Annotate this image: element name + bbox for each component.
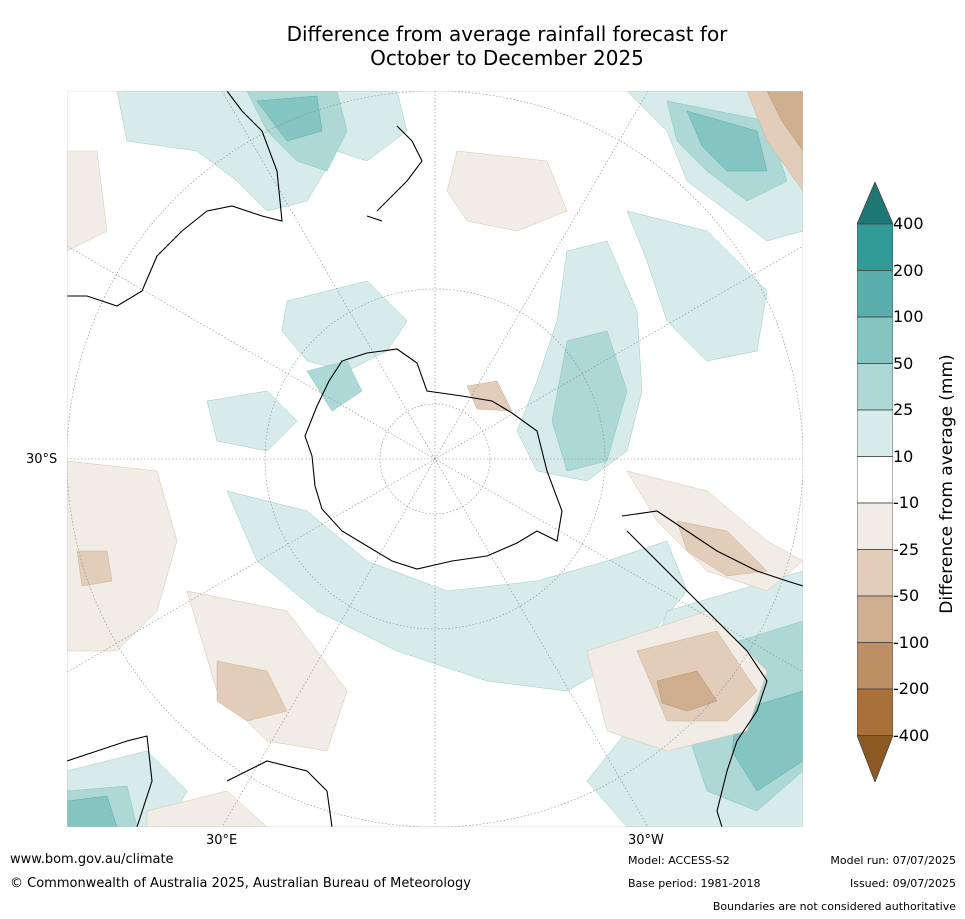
footer-base-period: Base period: 1981-2018 [628,877,761,890]
colorbar-band [857,409,893,457]
colorbar-extension-top [857,182,893,225]
rainfall-map [67,91,803,827]
colorbar-title: Difference from average (mm) [937,354,957,614]
chart-title-line1: Difference from average rainfall forecas… [286,22,728,46]
footer-model-run: Model run: 07/07/2025 [830,854,956,867]
colorbar-tick-label: -200 [893,679,930,698]
dry-anomaly-stronger [76,91,803,722]
coastlines [67,91,803,827]
graticule [67,91,803,827]
colorbar-tick-label: -100 [893,632,930,652]
colorbar-extension-bottom [857,735,893,782]
south-america-coast [621,510,803,827]
colorbar-tick-label: 10 [893,446,914,466]
longitude-label-30e: 30°E [206,833,238,848]
new-zealand-coast [366,125,423,222]
australia-coast [67,91,283,307]
footer-issued: Issued: 09/07/2025 [849,877,956,890]
colorbar-tick-label: 50 [893,353,914,373]
colorbar-tick-label: -10 [893,493,920,512]
footer-model: Model: ACCESS-S2 [628,854,730,867]
colorbar-band [857,502,893,550]
colorbar-tick-label: -50 [893,586,920,605]
colorbar-band [857,316,893,364]
colorbar-band [857,270,893,318]
colorbar-band [857,363,893,411]
colorbar-tick-label: 400 [893,214,924,233]
colorbar-band [857,223,893,271]
colorbar-tick-label: 25 [893,400,914,419]
colorbar-band [857,642,893,690]
latitude-label-30s: 30°S [26,452,58,467]
longitude-label-30w: 30°W [628,833,664,848]
colorbar-band [857,456,893,504]
antarctica-coast [304,348,563,570]
dry-anomaly-strongest [656,91,803,712]
colorbar-tick-label: 100 [893,307,924,326]
chart-title-line2: October to December 2025 [370,46,644,70]
colorbar-tick-label: 200 [893,260,924,280]
colorbar [857,182,893,782]
africa-coast [67,735,333,827]
colorbar-tick-label: -400 [893,725,930,745]
colorbar-tick-label: -25 [893,539,920,559]
colorbar-band [857,595,893,643]
footer-copyright: © Commonwealth of Australia 2025, Austra… [10,876,471,891]
footer-disclaimer: Boundaries are not considered authoritat… [712,900,956,913]
colorbar-band [857,688,893,736]
footer-url: www.bom.gov.au/climate [10,852,174,867]
colorbar-band [857,549,893,597]
